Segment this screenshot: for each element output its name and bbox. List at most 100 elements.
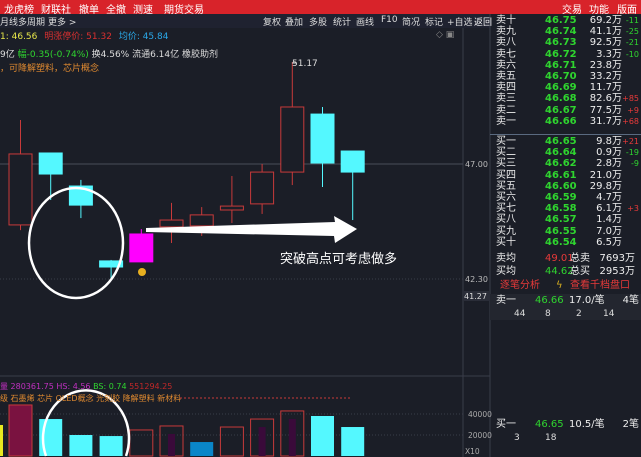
level-label: 买二 [496, 147, 516, 159]
sell-row[interactable]: 卖二 46.67 77.5万 +9 [490, 105, 641, 117]
level-label: 卖一 [496, 115, 516, 127]
tool-multi-stock[interactable]: 多股 [309, 18, 328, 28]
sell-row[interactable]: 卖七 46.72 3.3万 -10 [490, 49, 641, 61]
level-change: +21 [622, 137, 639, 146]
sell-row[interactable]: 卖十 46.75 69.2万 -11 [490, 15, 641, 27]
level-label: 卖九 [496, 26, 516, 38]
level-volume: 31.7万 [589, 115, 622, 127]
tool-more[interactable]: 更多 > [48, 18, 77, 28]
level-change: -25 [625, 27, 639, 37]
level-price: 46.62 [545, 158, 577, 170]
level-volume: 41.1万 [589, 26, 622, 38]
level-change: -19 [625, 148, 639, 158]
menu-trade[interactable]: 交易 [562, 5, 582, 16]
panel-toggle-icon[interactable]: ▣ [445, 30, 455, 40]
tool-multi-period[interactable]: 多周期 [18, 18, 46, 28]
candle-body [310, 113, 335, 164]
candle[interactable] [219, 175, 244, 223]
axis-label-vol-40000: 40000 [468, 410, 492, 419]
sell-row[interactable]: 卖五 46.70 33.2万 [490, 71, 641, 83]
change-pct: 幅-0.35(-0.74%) [17, 50, 89, 60]
tool-overlay[interactable]: 叠加 [285, 18, 304, 28]
chart-toolbar: 月线 多周期 更多 > 复权 叠加 多股 统计 画线 F10 简况 标记 +自选… [0, 14, 493, 28]
candle[interactable] [99, 259, 124, 279]
buy-row[interactable]: 买三 46.62 2.8万 -9 [490, 158, 641, 170]
menu-cailianshe[interactable]: 财联社 [41, 5, 71, 16]
level-volume: 33.2万 [589, 71, 622, 82]
tool-mark[interactable]: 标记 [425, 18, 444, 28]
tool-statistics[interactable]: 统计 [333, 18, 352, 28]
buy-row[interactable]: 买九 46.55 7.0万 [490, 226, 641, 238]
money-bag-icon[interactable] [138, 268, 146, 276]
axis-unit-x10: X10 [465, 447, 480, 456]
diamond-icon[interactable]: ◇ [436, 30, 443, 40]
level-volume: 69.2万 [589, 15, 622, 26]
tick-analysis-link[interactable]: 逐笔分析 [500, 280, 540, 291]
tool-overview[interactable]: 简况 [402, 18, 421, 28]
volume-bar [341, 427, 365, 456]
high-price-label: 51.17 [292, 59, 318, 69]
sell-row[interactable]: 卖四 46.69 11.7万 [490, 82, 641, 94]
level-change: +68 [622, 116, 639, 126]
menu-longhubang[interactable]: 龙虎榜 [4, 5, 34, 16]
candle[interactable] [340, 150, 365, 221]
level-change: -9 [631, 159, 639, 169]
candle[interactable] [280, 61, 305, 186]
sell-row[interactable]: 卖三 46.68 82.6万 +85 [490, 93, 641, 105]
candle[interactable] [68, 179, 93, 219]
tool-f10[interactable]: F10 [381, 15, 398, 25]
buy-row[interactable]: 买八 46.57 1.4万 [490, 214, 641, 226]
order-size: 2 [576, 309, 582, 319]
level-price: 46.69 [545, 82, 577, 94]
buy-row[interactable]: 买二 46.64 0.9万 -19 [490, 147, 641, 159]
buy-row[interactable]: 买七 46.58 6.1万 +3 [490, 203, 641, 215]
sell-avg-row: 卖均 49.01 总卖 7693万 [490, 253, 641, 265]
order-size: 44 [514, 309, 526, 319]
sell-row[interactable]: 卖八 46.73 92.5万 -21 [490, 37, 641, 49]
axis-label-41: 41.27 [464, 292, 487, 301]
buy-row[interactable]: 买十 46.54 6.5万 [490, 237, 641, 249]
buy1-label: 买一 [496, 419, 516, 430]
menu-futures[interactable]: 期货交易 [164, 5, 204, 16]
candle[interactable] [310, 106, 335, 188]
sell-row[interactable]: 卖一 46.66 31.7万 +68 [490, 116, 641, 128]
menu-layout[interactable]: 版面 [617, 5, 637, 16]
volume-bar [280, 410, 305, 457]
buy-row[interactable]: 买四 46.61 21.0万 [490, 170, 641, 182]
candle[interactable] [250, 164, 275, 214]
menu-functions[interactable]: 功能 [589, 5, 609, 16]
level-volume: 11.7万 [589, 82, 622, 94]
axis-label-42: 42.30 [465, 275, 488, 284]
tool-back[interactable]: 返回 [474, 18, 493, 28]
candle-body [340, 150, 365, 173]
view-depth-link[interactable]: 查看千档盘口 [570, 280, 630, 291]
level-label: 买三 [496, 158, 516, 170]
candle[interactable] [129, 229, 154, 263]
candle[interactable] [8, 119, 33, 231]
concept-tags: ，可降解塑料，芯片概念 [0, 64, 100, 74]
level-volume: 6.1万 [596, 203, 622, 215]
sell-row[interactable]: 卖九 46.74 41.1万 -25 [490, 26, 641, 38]
candle[interactable] [159, 202, 184, 244]
menu-cancel-order[interactable]: 撤单 [79, 5, 99, 16]
candle-body [280, 106, 305, 173]
menu-speed-test[interactable]: 测速 [133, 5, 153, 16]
sell1-avg: 17.0/笔 [569, 295, 605, 306]
level-label: 买十 [496, 236, 516, 248]
level-label: 卖六 [496, 59, 516, 71]
buy-row[interactable]: 买一 46.65 9.8万 +21 [490, 136, 641, 148]
level-volume: 4.7万 [596, 192, 622, 203]
sell-row[interactable]: 卖六 46.71 23.8万 [490, 60, 641, 72]
level-price: 46.61 [545, 169, 577, 181]
tool-draw-line[interactable]: 画线 [356, 18, 375, 28]
menu-cancel-all[interactable]: 全撤 [106, 5, 126, 16]
buy-row[interactable]: 买五 46.60 29.8万 [490, 181, 641, 193]
tool-add-watchlist[interactable]: +自选 [447, 18, 473, 28]
highlight-circle-volume [41, 389, 131, 457]
level-label: 买七 [496, 203, 516, 215]
tool-monthly[interactable]: 月线 [0, 18, 19, 28]
buy-row[interactable]: 买六 46.59 4.7万 [490, 192, 641, 204]
level-label: 卖二 [496, 104, 516, 116]
candle[interactable] [38, 152, 63, 200]
tool-restore-rights[interactable]: 复权 [263, 18, 282, 28]
